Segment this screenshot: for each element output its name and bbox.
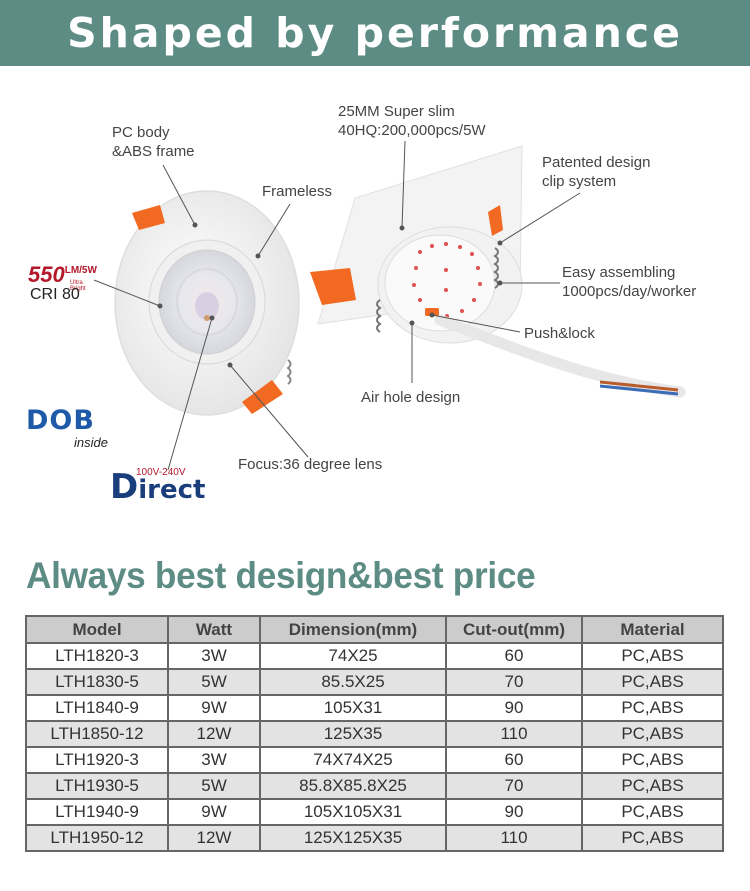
cell-model: LTH1920-3 (25, 746, 169, 774)
cell-material: PC,ABS (581, 824, 724, 852)
header-material: Material (581, 615, 724, 644)
cell-watt: 5W (167, 772, 261, 800)
cell-material: PC,ABS (581, 772, 724, 800)
table-row: LTH1840-9 9W 105X31 90 PC,ABS (25, 694, 724, 722)
cell-material: PC,ABS (581, 746, 724, 774)
callout-pc-body: PC body &ABS frame (112, 124, 195, 160)
cell-watt: 3W (167, 746, 261, 774)
tagline-heading: Always best design&best price (26, 555, 536, 596)
spec-table: Model Watt Dimension(mm) Cut-out(mm) Mat… (25, 615, 724, 852)
callout-focus-lens: Focus:36 degree lens (238, 456, 383, 473)
header-cutout: Cut-out(mm) (445, 615, 583, 644)
header-model: Model (25, 615, 169, 644)
cell-watt: 9W (167, 694, 261, 722)
table-row: LTH1920-3 3W 74X74X25 60 PC,ABS (25, 746, 724, 774)
cell-watt: 5W (167, 668, 261, 696)
cell-cutout: 60 (445, 746, 583, 774)
cell-model: LTH1830-5 (25, 668, 169, 696)
cell-model: LTH1840-9 (25, 694, 169, 722)
cell-model: LTH1850-12 (25, 720, 169, 748)
cell-material: PC,ABS (581, 798, 724, 826)
square-downlight (310, 145, 686, 398)
table-row: LTH1820-3 3W 74X25 60 PC,ABS (25, 642, 724, 670)
cell-cutout: 60 (445, 642, 583, 670)
cell-watt: 12W (167, 824, 261, 852)
cell-dimension: 105X31 (259, 694, 447, 722)
cell-material: PC,ABS (581, 668, 724, 696)
table-row: LTH1850-12 12W 125X35 110 PC,ABS (25, 720, 724, 748)
cell-material: PC,ABS (581, 642, 724, 670)
cell-dimension: 85.5X25 (259, 668, 447, 696)
product-image (93, 140, 686, 471)
callout-push-lock: Push&lock (524, 325, 595, 342)
direct-rest: irect (138, 475, 206, 505)
cell-cutout: 70 (445, 668, 583, 696)
cell-cutout: 70 (445, 772, 583, 800)
cri-label: CRI 80 (30, 286, 80, 303)
cell-cutout: 110 (445, 824, 583, 852)
cell-model: LTH1820-3 (25, 642, 169, 670)
cell-cutout: 110 (445, 720, 583, 748)
cell-dimension: 74X25 (259, 642, 447, 670)
direct-logo: Direct (110, 467, 206, 507)
direct-initial: D (110, 467, 139, 507)
header-banner: Shaped by performance (0, 0, 750, 66)
table-row: LTH1830-5 5W 85.5X25 70 PC,ABS (25, 668, 724, 696)
direct-voltage: 100V-240V (136, 467, 186, 478)
cell-material: PC,ABS (581, 694, 724, 722)
table-row: LTH1930-5 5W 85.8X85.8X25 70 PC,ABS (25, 772, 724, 800)
dob-badge: DOB inside (26, 405, 108, 450)
banner-title: Shaped by performance (67, 9, 683, 57)
table-header-row: Model Watt Dimension(mm) Cut-out(mm) Mat… (25, 615, 724, 644)
table-row: LTH1940-9 9W 105X105X31 90 PC,ABS (25, 798, 724, 826)
direct-badge: 100V-240V Direct (110, 467, 205, 507)
dob-logo: DOB (26, 405, 95, 436)
leader-lines (93, 140, 581, 471)
cell-dimension: 74X74X25 (259, 746, 447, 774)
product-illustration-area: PC body &ABS frame Frameless 25MM Super … (0, 66, 750, 536)
cell-model: LTH1940-9 (25, 798, 169, 826)
cell-cutout: 90 (445, 694, 583, 722)
cell-material: PC,ABS (581, 720, 724, 748)
cell-dimension: 125X35 (259, 720, 447, 748)
callout-easy-assembling: Easy assembling 1000pcs/day/worker (562, 264, 697, 300)
callout-frameless: Frameless (262, 183, 333, 200)
cell-dimension: 125X125X35 (259, 824, 447, 852)
cell-cutout: 90 (445, 798, 583, 826)
header-watt: Watt (167, 615, 261, 644)
callout-super-slim: 25MM Super slim 40HQ:200,000pcs/5W (338, 103, 486, 139)
round-downlight (114, 190, 300, 416)
cell-watt: 9W (167, 798, 261, 826)
header-dimension: Dimension(mm) (259, 615, 447, 644)
callout-patented-clip: Patented design clip system (542, 154, 651, 190)
cell-dimension: 85.8X85.8X25 (259, 772, 447, 800)
cell-watt: 12W (167, 720, 261, 748)
dob-subtitle: inside (74, 435, 108, 450)
cell-watt: 3W (167, 642, 261, 670)
lumen-value: 550 (28, 262, 65, 287)
lumen-unit: LM/5W (64, 265, 97, 276)
lumen-badge: 550LM/5W Ultra Bright (28, 262, 97, 292)
cell-dimension: 105X105X31 (259, 798, 447, 826)
lumen-subtitle: Ultra Bright (70, 280, 86, 292)
cell-model: LTH1930-5 (25, 772, 169, 800)
cell-model: LTH1950-12 (25, 824, 169, 852)
callout-air-hole: Air hole design (361, 389, 461, 406)
table-row: LTH1950-12 12W 125X125X35 110 PC,ABS (25, 824, 724, 852)
